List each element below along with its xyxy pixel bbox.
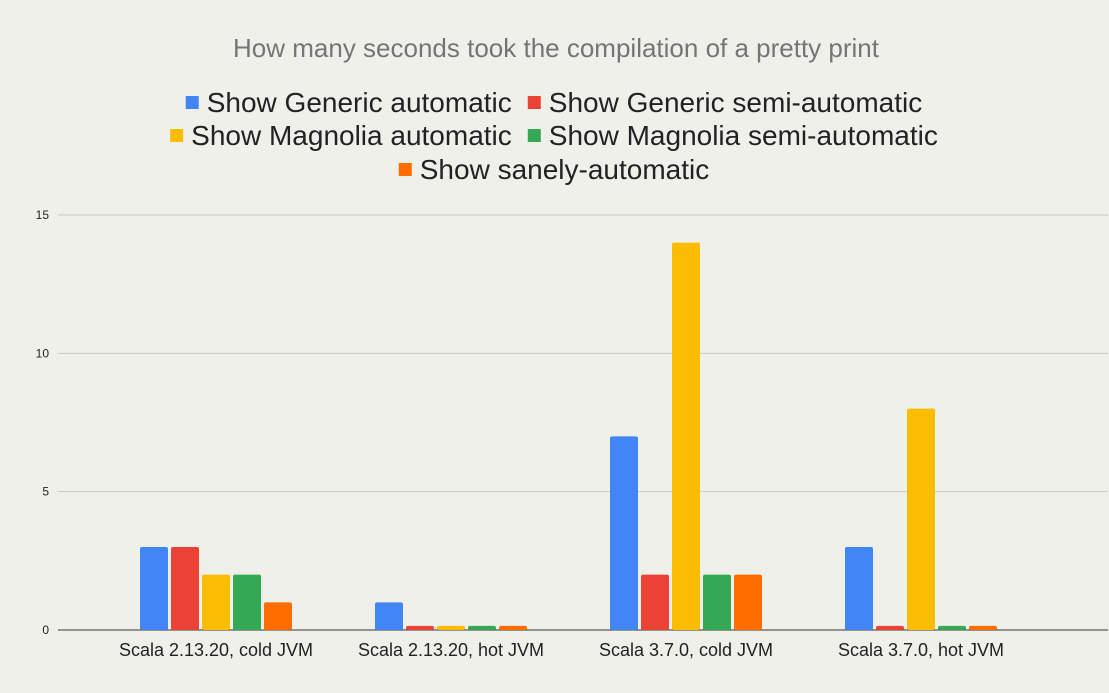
legend-label: Show Generic semi-automatic <box>549 87 922 118</box>
legend-item: Show Magnolia automatic <box>170 120 512 151</box>
bar <box>468 625 496 630</box>
x-axis-labels: Scala 2.13.20, cold JVM Scala 2.13.20, ho… <box>119 640 1004 660</box>
bar <box>437 625 465 630</box>
legend-swatch <box>170 129 184 142</box>
x-tick-label: Scala 2.13.20, hot JVM <box>358 640 544 660</box>
bar <box>641 574 669 630</box>
legend-item: Show Generic automatic <box>185 87 512 118</box>
legend-swatch <box>398 163 412 176</box>
bar <box>703 574 731 630</box>
chart-title: How many seconds took the compilation of… <box>233 33 880 63</box>
y-tick-label: 15 <box>36 208 50 222</box>
bar <box>264 602 292 630</box>
bars <box>140 242 997 630</box>
bar <box>938 625 966 630</box>
legend-label: Show sanely-automatic <box>420 154 709 185</box>
bar <box>610 436 638 630</box>
bar <box>233 574 261 630</box>
bar <box>734 574 762 630</box>
bar <box>672 242 700 630</box>
legend-label: Show Magnolia semi-automatic <box>549 120 938 151</box>
x-tick-label: Scala 3.7.0, cold JVM <box>599 640 773 660</box>
legend-swatch <box>527 96 541 109</box>
legend: Show Generic automatic Show Generic semi-… <box>170 87 938 185</box>
bar <box>202 574 230 630</box>
bar <box>969 625 997 630</box>
legend-item: Show Magnolia semi-automatic <box>527 120 938 151</box>
bar <box>406 625 434 630</box>
bar <box>876 625 904 630</box>
bar <box>499 625 527 630</box>
legend-swatch <box>527 129 541 142</box>
legend-item: Show Generic semi-automatic <box>527 87 922 118</box>
legend-swatch <box>185 96 199 109</box>
x-tick-label: Scala 3.7.0, hot JVM <box>838 640 1004 660</box>
bar <box>907 408 935 630</box>
bar <box>140 547 168 630</box>
legend-item: Show sanely-automatic <box>398 154 709 185</box>
y-tick-label: 10 <box>36 346 50 360</box>
bar <box>845 547 873 630</box>
legend-label: Show Generic automatic <box>207 87 512 118</box>
legend-label: Show Magnolia automatic <box>191 120 512 151</box>
y-tick-label: 5 <box>42 485 49 499</box>
y-tick-label: 0 <box>42 623 49 637</box>
bar <box>171 547 199 630</box>
bar <box>375 602 403 630</box>
x-tick-label: Scala 2.13.20, cold JVM <box>119 640 313 660</box>
